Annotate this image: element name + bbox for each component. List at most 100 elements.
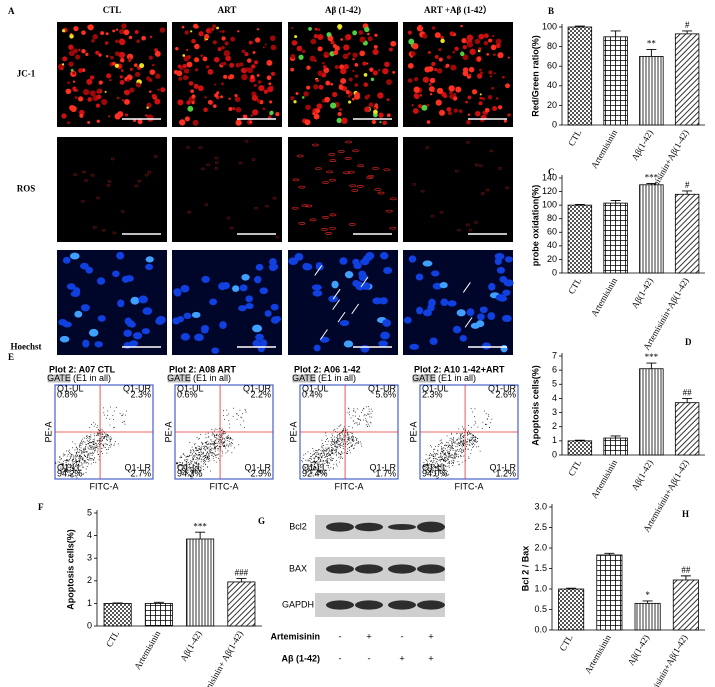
event	[333, 463, 335, 465]
event	[441, 457, 442, 459]
event	[76, 465, 78, 467]
error-bar	[646, 362, 657, 369]
event	[199, 470, 200, 472]
event	[336, 441, 338, 443]
event	[71, 453, 73, 455]
cell	[275, 112, 280, 117]
event	[98, 453, 100, 455]
bar	[634, 602, 661, 631]
event	[447, 447, 449, 449]
event	[186, 463, 188, 465]
event	[100, 433, 102, 435]
cell	[134, 71, 141, 77]
event	[346, 452, 347, 454]
event	[213, 460, 215, 462]
event	[103, 412, 105, 414]
event	[455, 451, 457, 452]
event	[351, 444, 353, 446]
event	[184, 469, 186, 471]
event	[209, 444, 211, 445]
event	[460, 456, 462, 458]
event	[348, 408, 350, 410]
event	[313, 461, 315, 463]
nucleus	[479, 306, 488, 314]
event	[185, 456, 187, 458]
event	[71, 454, 73, 456]
event	[461, 452, 463, 454]
cell	[474, 38, 481, 45]
cell	[219, 30, 222, 33]
event	[211, 429, 213, 431]
event	[199, 446, 200, 448]
event	[201, 441, 203, 443]
quadrant-name: Q1-LR	[244, 462, 271, 472]
cell	[450, 64, 457, 71]
event	[189, 454, 190, 456]
event	[332, 444, 334, 446]
event	[457, 442, 459, 444]
event	[72, 458, 74, 460]
event	[84, 455, 85, 456]
event	[347, 412, 349, 414]
x-tick-label: Aβ(1-42)	[629, 458, 654, 492]
event	[442, 470, 444, 472]
event	[356, 438, 358, 439]
event	[460, 443, 462, 445]
event	[122, 413, 124, 415]
cell	[430, 93, 433, 96]
cell	[254, 206, 258, 210]
event	[217, 448, 219, 449]
event	[68, 466, 69, 468]
event	[105, 435, 107, 437]
cell	[270, 71, 276, 76]
blot-band	[326, 600, 354, 610]
event	[215, 446, 217, 448]
event	[445, 452, 446, 454]
cell	[173, 69, 179, 75]
event	[346, 453, 348, 454]
event	[438, 468, 440, 470]
event	[442, 459, 444, 461]
cell	[204, 96, 207, 99]
event	[444, 458, 446, 460]
event	[463, 444, 465, 446]
y-tick-label: 20	[547, 254, 557, 264]
cell	[272, 196, 277, 200]
event	[204, 448, 206, 450]
cell	[378, 112, 384, 118]
cell	[216, 26, 219, 30]
cell	[242, 68, 247, 74]
event	[71, 464, 73, 466]
event	[69, 457, 71, 459]
event	[473, 435, 474, 436]
event	[184, 464, 186, 466]
event	[438, 465, 439, 467]
event	[217, 438, 219, 440]
nucleus	[383, 266, 393, 274]
event	[458, 443, 460, 445]
event	[68, 463, 70, 465]
event	[221, 436, 222, 438]
x-tick-label: Artemisinin	[589, 276, 619, 319]
cell	[220, 62, 224, 66]
event	[73, 471, 75, 473]
event	[339, 455, 341, 457]
cell	[471, 89, 478, 95]
event	[89, 439, 90, 441]
cell	[177, 64, 182, 69]
event	[97, 425, 99, 427]
event	[200, 467, 202, 469]
cell	[182, 75, 188, 81]
event	[346, 450, 348, 452]
event	[452, 465, 454, 466]
event	[93, 441, 94, 442]
event	[197, 449, 198, 451]
cell	[177, 99, 184, 106]
y-tick-label: 80	[547, 41, 557, 51]
event	[448, 454, 450, 455]
event	[92, 451, 94, 453]
event	[347, 434, 349, 436]
event	[194, 466, 196, 468]
event	[80, 456, 82, 458]
event	[332, 450, 333, 451]
